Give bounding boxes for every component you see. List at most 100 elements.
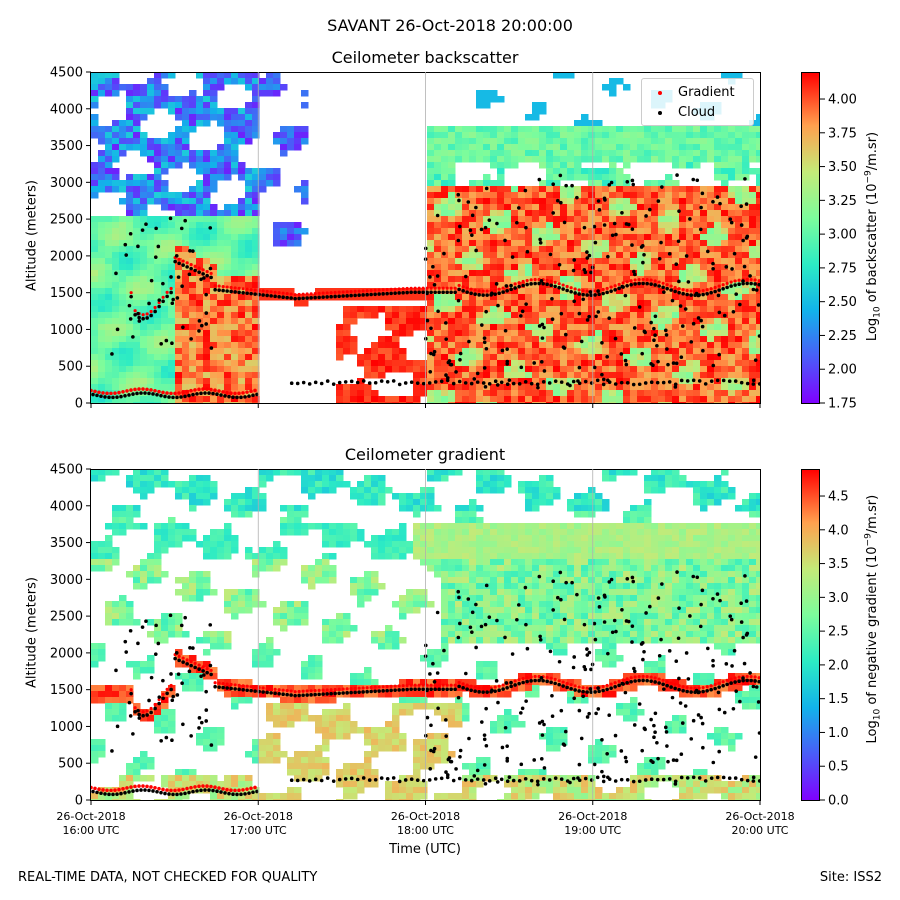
- heatmap-cell: [749, 372, 757, 379]
- heatmap-cell: [168, 481, 176, 488]
- heatmap-cell: [644, 126, 652, 133]
- heatmap-cell: [203, 553, 211, 560]
- heatmap-cell: [560, 246, 568, 253]
- heatmap-cell: [385, 312, 393, 319]
- heatmap-cell: [623, 162, 631, 169]
- heatmap-cell: [189, 535, 197, 542]
- heatmap-cell: [196, 180, 204, 187]
- cloud-point: [652, 338, 656, 343]
- cloud-point: [631, 382, 636, 387]
- heatmap-cell: [105, 72, 113, 79]
- heatmap-cell: [385, 318, 393, 325]
- heatmap-cell: [560, 294, 568, 301]
- heatmap-cell: [203, 162, 211, 169]
- heatmap-cell: [581, 216, 589, 223]
- heatmap-cell: [385, 288, 393, 295]
- heatmap-cell: [231, 204, 239, 211]
- heatmap-cell: [672, 396, 680, 403]
- heatmap-cell: [448, 204, 456, 211]
- cloud-point: [593, 240, 598, 245]
- heatmap-cell: [175, 222, 183, 229]
- heatmap-cell: [567, 228, 575, 235]
- heatmap-cell: [707, 402, 715, 403]
- heatmap-cell: [210, 793, 218, 800]
- heatmap-cell: [371, 390, 379, 397]
- heatmap-cell: [336, 342, 344, 349]
- heatmap-cell: [756, 252, 760, 259]
- heatmap-cell: [399, 396, 407, 403]
- heatmap-cell: [553, 312, 561, 319]
- heatmap-cell: [175, 270, 183, 277]
- heatmap-cell: [518, 240, 526, 247]
- heatmap-cell: [301, 132, 309, 139]
- heatmap-cell: [518, 186, 526, 193]
- heatmap-cell: [539, 396, 547, 403]
- heatmap-cell: [224, 679, 232, 686]
- heatmap-cell: [210, 204, 218, 211]
- heatmap-cell: [483, 312, 491, 319]
- heatmap-cell: [574, 258, 582, 265]
- cloud-point: [123, 242, 128, 247]
- heatmap-cell: [231, 601, 239, 608]
- heatmap-cell: [182, 372, 190, 379]
- heatmap-cell: [658, 150, 666, 157]
- heatmap-cell: [721, 126, 729, 133]
- heatmap-cell: [245, 102, 253, 109]
- heatmap-cell: [91, 565, 99, 572]
- heatmap-cell: [217, 258, 225, 265]
- gradient-point: [497, 287, 501, 291]
- heatmap-cell: [154, 619, 162, 626]
- heatmap-cell: [588, 228, 596, 235]
- heatmap-cell: [483, 192, 491, 199]
- gradient-point: [745, 277, 749, 282]
- cloud-point: [619, 352, 624, 356]
- heatmap-cell: [224, 547, 232, 554]
- heatmap-cell: [140, 583, 148, 590]
- cloud-point: [229, 289, 233, 294]
- heatmap-cell: [196, 733, 204, 740]
- heatmap-cell: [560, 210, 568, 217]
- cloud-point: [153, 309, 157, 314]
- heatmap-cell: [651, 294, 659, 301]
- heatmap-cell: [700, 294, 708, 301]
- heatmap-cell: [252, 342, 260, 349]
- heatmap-cell: [189, 481, 197, 488]
- heatmap-cell: [693, 396, 701, 403]
- heatmap-cell: [168, 372, 176, 379]
- heatmap-cell: [231, 691, 239, 698]
- heatmap-cell: [609, 342, 617, 349]
- heatmap-cell: [588, 222, 596, 229]
- heatmap-cell: [469, 138, 477, 145]
- gradient-point: [577, 288, 581, 292]
- heatmap-cell: [189, 378, 197, 385]
- heatmap-cell: [168, 222, 176, 229]
- heatmap-cell: [91, 330, 99, 337]
- heatmap-cell: [749, 216, 757, 223]
- gradient-point: [129, 291, 133, 295]
- heatmap-cell: [742, 396, 750, 403]
- heatmap-cell: [504, 318, 512, 325]
- heatmap-cell: [280, 288, 288, 295]
- heatmap-cell: [126, 781, 134, 788]
- heatmap-cell: [525, 258, 533, 265]
- heatmap-cell: [721, 138, 729, 145]
- heatmap-cell: [224, 156, 232, 163]
- heatmap-cell: [294, 132, 302, 139]
- heatmap-cell: [175, 781, 183, 788]
- heatmap-cell: [735, 336, 743, 343]
- heatmap-cell: [217, 108, 225, 115]
- cloud-point: [143, 391, 147, 395]
- heatmap-cell: [210, 330, 218, 337]
- cloud-point: [751, 382, 756, 386]
- heatmap-cell: [588, 324, 596, 331]
- heatmap-cell: [721, 390, 729, 397]
- heatmap-cell: [280, 234, 288, 241]
- heatmap-cell: [609, 168, 617, 175]
- heatmap-cell: [336, 384, 344, 391]
- heatmap-cell: [203, 589, 211, 596]
- cloud-point: [551, 211, 555, 215]
- heatmap-cell: [749, 210, 757, 217]
- heatmap-cell: [665, 384, 673, 391]
- heatmap-cell: [434, 210, 442, 217]
- heatmap-cell: [448, 330, 456, 337]
